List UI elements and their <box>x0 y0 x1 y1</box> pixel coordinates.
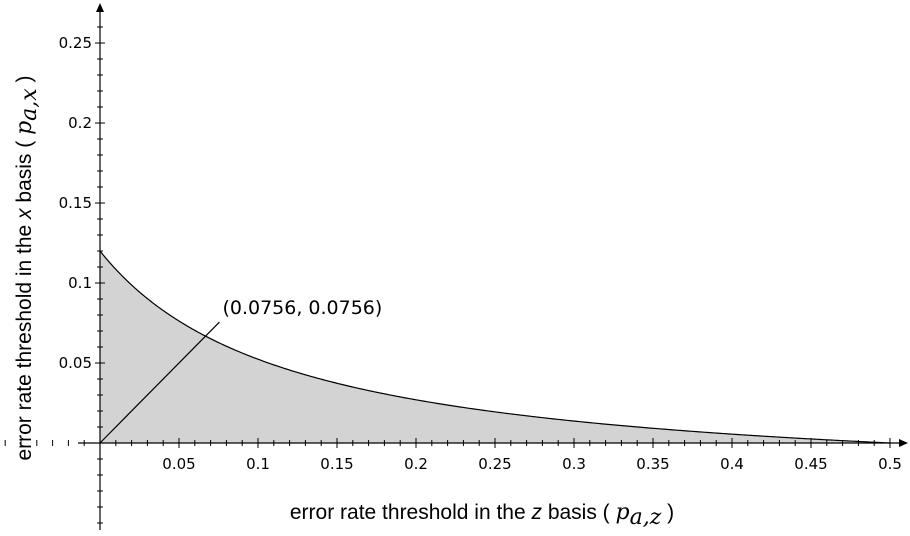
shaded-region <box>100 251 890 443</box>
point-annotation: (0.0756, 0.0756) <box>222 297 382 319</box>
x-tick-label: 0.35 <box>636 455 669 473</box>
diagonal-line <box>99 321 220 444</box>
y-tick-label: 0.15 <box>59 194 92 212</box>
x-axis-title: error rate threshold in the z basis ( pa… <box>290 500 674 530</box>
x-axis-arrow <box>899 439 908 447</box>
ticks-layer: 0.05 0.1 0.15 0.2 0.25 0.3 0.35 0.4 0.45 0.5 0.05 0… <box>4 26 902 524</box>
threshold-curve <box>99 250 891 444</box>
y-tick-label: 0.1 <box>68 274 92 292</box>
x-tick-label: 0.25 <box>478 455 511 473</box>
axes-layer <box>78 3 908 530</box>
y-tick-label: 0.25 <box>59 34 92 52</box>
y-tick-label: 0.2 <box>68 114 92 132</box>
y-tick-label: 0.05 <box>59 354 92 372</box>
x-tick-label: 0.2 <box>404 455 428 473</box>
y-axis-title: error rate threshold in the x basis ( pa… <box>12 75 42 460</box>
shaded-region-layer <box>100 251 890 443</box>
curve-layer <box>99 250 891 444</box>
x-tick-label: 0.15 <box>320 455 353 473</box>
annotation-layer: (0.0756, 0.0756) <box>222 297 382 319</box>
y-axis-arrow <box>96 3 104 12</box>
x-tick-label: 0.5 <box>878 455 902 473</box>
x-tick-label: 0.05 <box>162 455 195 473</box>
x-tick-label: 0.3 <box>562 455 586 473</box>
x-tick-label: 0.1 <box>246 455 270 473</box>
x-tick-label: 0.45 <box>794 455 827 473</box>
x-tick-label: 0.4 <box>720 455 744 473</box>
